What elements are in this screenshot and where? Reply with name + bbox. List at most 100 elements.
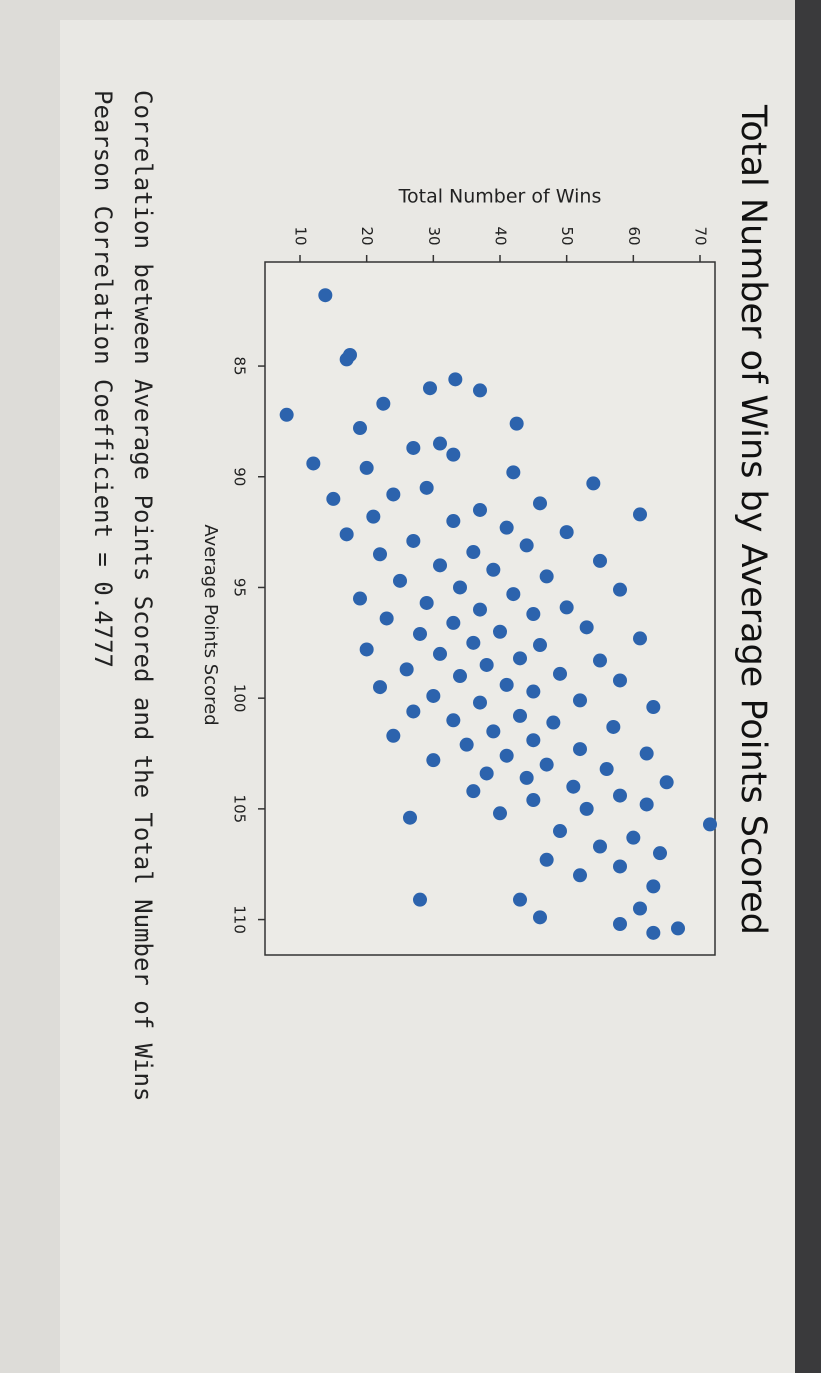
point (613, 917, 627, 932)
point (526, 733, 541, 748)
point (509, 416, 524, 431)
point (526, 684, 541, 699)
point (513, 651, 527, 666)
point (359, 642, 374, 657)
point (386, 728, 401, 743)
point (419, 480, 434, 495)
point (339, 352, 354, 367)
point (519, 538, 534, 553)
y-tick-label: 70 (692, 226, 710, 245)
y-tick-label: 30 (425, 226, 443, 245)
x-tick-label: 105 (231, 795, 249, 824)
y-tick-label: 40 (492, 226, 510, 245)
point (466, 635, 481, 650)
point (646, 700, 661, 715)
screen-edge (795, 0, 821, 1373)
point (573, 742, 587, 757)
x-tick-label: 90 (231, 467, 249, 486)
point (671, 921, 685, 936)
point (553, 666, 567, 681)
point (513, 892, 527, 907)
point (559, 525, 574, 540)
point (376, 396, 391, 411)
point (486, 724, 501, 739)
point (366, 509, 381, 524)
point (519, 770, 534, 785)
point (566, 779, 581, 794)
point (573, 868, 587, 883)
point (599, 762, 614, 777)
point (539, 569, 554, 584)
x-tick-label: 100 (231, 684, 249, 713)
point (373, 680, 387, 695)
point (446, 447, 461, 462)
point (446, 615, 461, 630)
point (593, 653, 607, 668)
output-line: Pearson Correlation Coefficient = 0.4777 (89, 90, 117, 668)
point (553, 824, 567, 839)
point (479, 766, 494, 781)
point (448, 372, 463, 387)
point (526, 793, 541, 808)
chart-title: Total Number of Wins by Average Points S… (733, 104, 773, 935)
point (586, 476, 601, 491)
point (426, 688, 441, 703)
output-line: Correlation between Average Points Score… (129, 90, 157, 1101)
point (579, 620, 594, 635)
point (466, 545, 481, 560)
y-tick-label: 60 (625, 226, 643, 245)
point (473, 383, 487, 398)
point (533, 496, 547, 511)
y-tick-label: 10 (292, 226, 310, 245)
x-axis-label: Average Points Scored (200, 524, 221, 725)
point (466, 784, 481, 799)
point (639, 797, 654, 812)
point (613, 582, 627, 597)
point (373, 547, 387, 562)
point (646, 925, 661, 940)
point (639, 746, 654, 761)
point (393, 573, 407, 588)
point (413, 892, 427, 907)
point (633, 901, 647, 916)
point (419, 595, 434, 610)
point (493, 624, 507, 639)
point (539, 757, 554, 772)
point (413, 626, 427, 641)
point (479, 657, 494, 672)
plot-area (264, 261, 716, 956)
x-tick-label: 110 (231, 905, 249, 934)
point (453, 669, 467, 684)
point (633, 507, 647, 522)
point (473, 602, 487, 617)
point (626, 830, 641, 845)
point (353, 421, 367, 436)
point (513, 708, 527, 723)
point (473, 502, 487, 517)
point (593, 839, 607, 854)
point (473, 695, 487, 710)
point (526, 607, 541, 622)
point (318, 288, 333, 303)
point (459, 737, 474, 752)
point (506, 465, 521, 480)
point (359, 460, 374, 475)
x-tick-label: 85 (231, 357, 249, 376)
point (499, 520, 514, 535)
point (403, 810, 417, 825)
point (499, 677, 514, 692)
point (386, 487, 401, 502)
point (446, 713, 461, 728)
point (423, 381, 437, 396)
point (426, 753, 441, 768)
point (653, 846, 667, 861)
point (486, 562, 501, 577)
y-tick-label: 50 (558, 226, 576, 245)
point (339, 527, 354, 542)
point (433, 436, 447, 451)
point (613, 673, 627, 688)
point (539, 852, 554, 867)
point (533, 638, 547, 653)
point (703, 817, 717, 832)
